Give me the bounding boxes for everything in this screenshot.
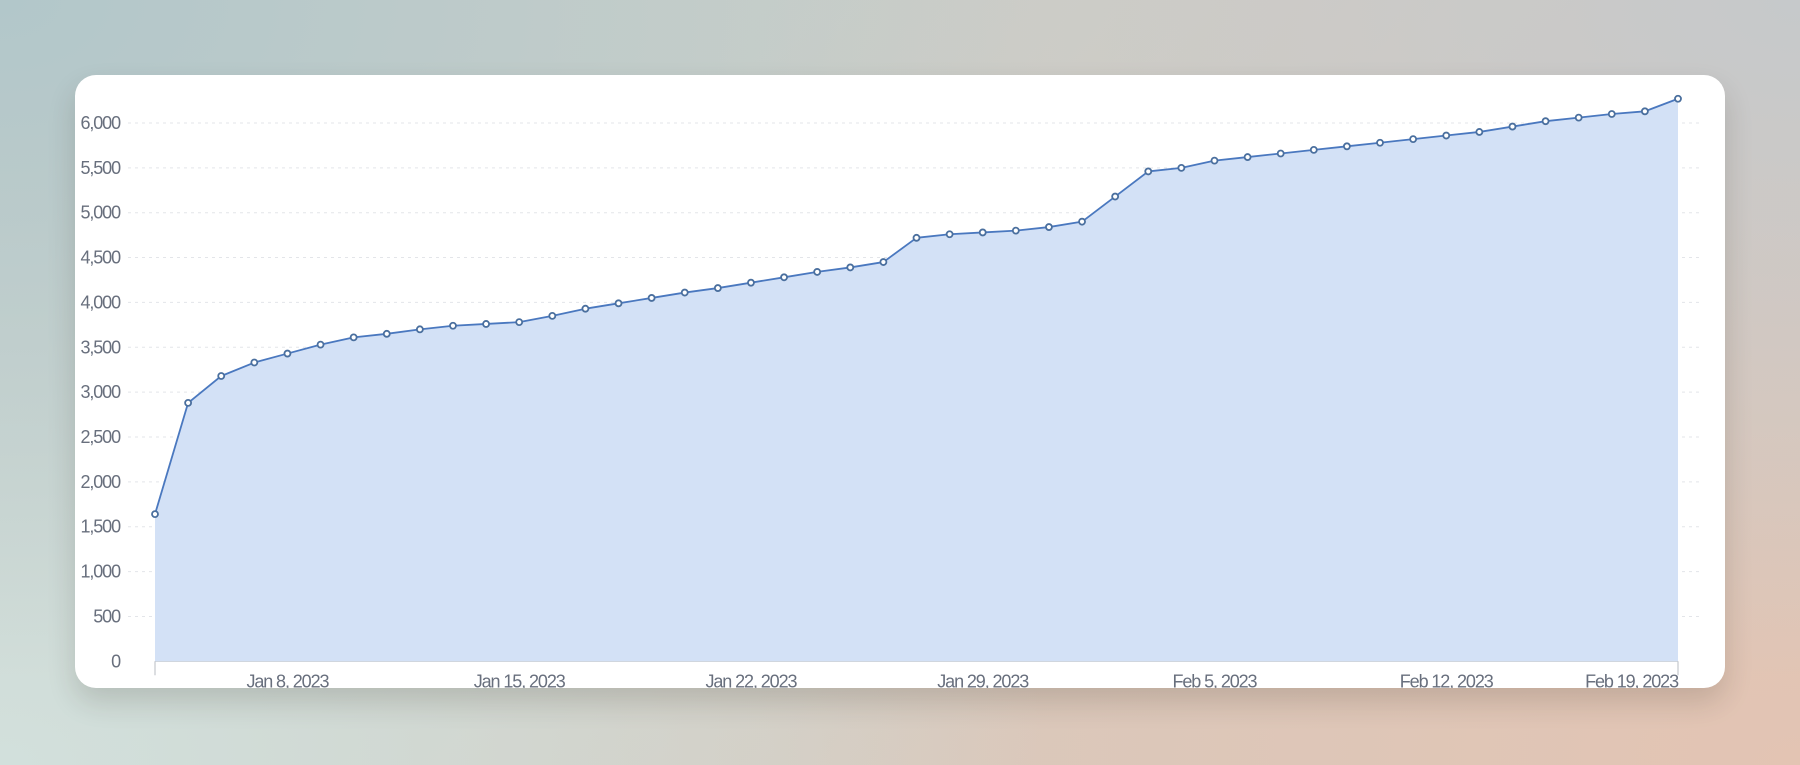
svg-text:Feb 12, 2023: Feb 12, 2023 — [1400, 671, 1494, 688]
svg-text:Jan 29, 2023: Jan 29, 2023 — [937, 671, 1029, 688]
svg-text:6,000: 6,000 — [80, 113, 121, 133]
svg-text:Feb 19, 2023: Feb 19, 2023 — [1585, 671, 1679, 688]
svg-text:5,000: 5,000 — [80, 203, 121, 223]
svg-text:1,500: 1,500 — [80, 517, 121, 537]
svg-text:2,500: 2,500 — [80, 427, 121, 447]
svg-text:3,000: 3,000 — [80, 382, 121, 402]
svg-text:500: 500 — [93, 606, 121, 626]
svg-text:Jan 22, 2023: Jan 22, 2023 — [706, 671, 798, 688]
svg-text:Jan 15, 2023: Jan 15, 2023 — [474, 671, 566, 688]
svg-text:2,000: 2,000 — [80, 472, 121, 492]
svg-text:5,500: 5,500 — [80, 158, 121, 178]
svg-text:0: 0 — [111, 651, 121, 671]
svg-text:4,000: 4,000 — [80, 292, 121, 312]
svg-text:3,500: 3,500 — [80, 337, 121, 357]
svg-text:4,500: 4,500 — [80, 248, 121, 268]
svg-text:Jan 8, 2023: Jan 8, 2023 — [246, 671, 329, 688]
svg-text:1,000: 1,000 — [80, 562, 121, 582]
svg-text:Feb 5, 2023: Feb 5, 2023 — [1172, 671, 1257, 688]
